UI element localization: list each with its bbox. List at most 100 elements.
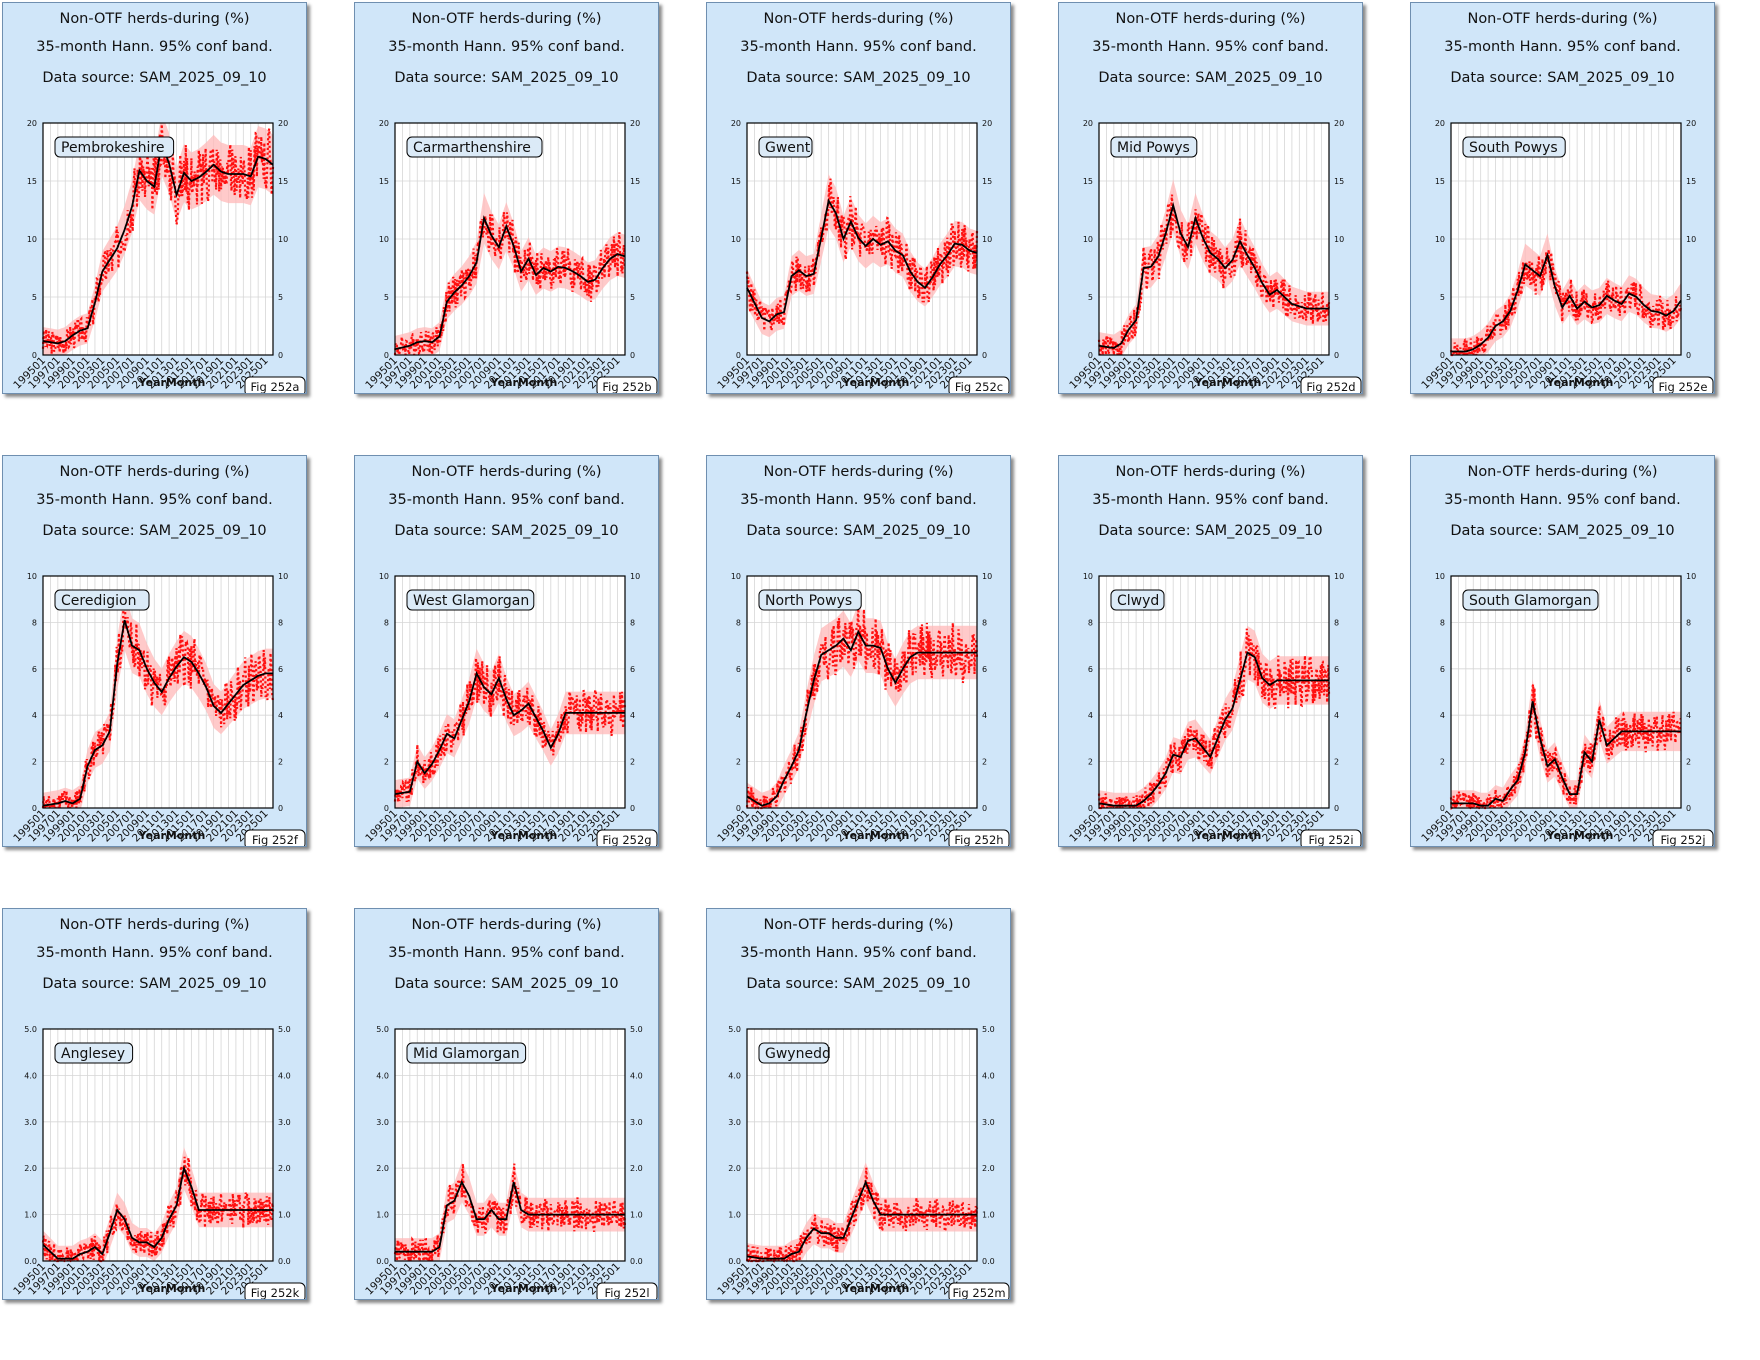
x-axis-label: YearMonth: [1194, 376, 1262, 389]
x-axis-label: YearMonth: [490, 376, 558, 389]
confidence-band: [1099, 625, 1329, 808]
y-tick-label-right: 5: [982, 293, 987, 302]
chart-title-line: 35-month Hann. 95% conf band.: [740, 492, 976, 508]
chart-title-line: 35-month Hann. 95% conf band.: [388, 492, 624, 508]
chart-svg: Non-OTF herds-during (%) 35-month Hann. 9…: [363, 464, 658, 846]
y-tick-label-left: 2: [1088, 758, 1093, 767]
y-tick-label-left: 3.0: [728, 1118, 741, 1127]
y-tick-label-right: 5.0: [630, 1025, 643, 1034]
y-tick-label-left: 0.0: [376, 1257, 389, 1266]
plot-border: [42, 122, 274, 356]
chart-panel-mid-glamorgan: Non-OTF herds-during (%) 35-month Hann. 9…: [354, 908, 659, 1300]
y-tick-label-left: 0: [32, 351, 37, 360]
y-tick-label-right: 4: [982, 711, 987, 720]
y-tick-label-right: 2.0: [982, 1164, 995, 1173]
region-label: South Glamorgan: [1469, 593, 1592, 609]
y-tick-label-left: 0.0: [728, 1257, 741, 1266]
chart-title-line: Data source: SAM_2025_09_10: [42, 523, 266, 539]
chart-title-line: Data source: SAM_2025_09_10: [746, 976, 970, 992]
x-axis-label: YearMonth: [138, 829, 206, 842]
smoothed-series: [394, 215, 626, 351]
y-tick-label-left: 4.0: [24, 1071, 37, 1080]
figure-badge: [948, 1282, 1010, 1299]
y-tick-label-right: 4.0: [278, 1071, 291, 1080]
plot-border: [394, 575, 626, 809]
x-axis-label: YearMonth: [490, 829, 558, 842]
y-tick-label-right: 20: [1686, 119, 1696, 128]
y-tick-label-left: 10: [1083, 235, 1093, 244]
chart-title-line: 35-month Hann. 95% conf band.: [36, 492, 272, 508]
smoothed-series: [42, 140, 274, 345]
y-tick-label-left: 3.0: [376, 1118, 389, 1127]
figure-number: Fig 252a: [251, 380, 300, 393]
y-tick-label-right: 6: [1686, 665, 1691, 674]
y-tick-label-left: 1.0: [24, 1211, 37, 1220]
confidence-band: [747, 1162, 977, 1261]
raw-series: [745, 178, 979, 335]
y-tick-label-right: 8: [982, 618, 987, 627]
y-tick-label-right: 15: [1334, 177, 1344, 186]
chart-panel-pembrokeshire: Non-OTF herds-during (%) 35-month Hann. 9…: [2, 2, 307, 394]
figure-badge: [1300, 376, 1362, 393]
y-tick-label-right: 20: [278, 119, 288, 128]
plot-border: [1098, 122, 1330, 356]
plot-border: [394, 1028, 626, 1262]
figure-badge: [1652, 376, 1714, 393]
chart-title-line: 35-month Hann. 95% conf band.: [1092, 39, 1328, 55]
y-tick-label-left: 10: [379, 235, 389, 244]
region-label: Mid Glamorgan: [413, 1046, 520, 1062]
y-tick-label-left: 1.0: [376, 1211, 389, 1220]
y-tick-label-right: 0: [278, 804, 283, 813]
y-tick-label-right: 2: [278, 758, 283, 767]
chart-title-line: Non-OTF herds-during (%): [1115, 464, 1305, 480]
y-tick-label-left: 0: [736, 351, 741, 360]
y-tick-label-left: 5: [1088, 293, 1093, 302]
raw-series: [393, 656, 627, 803]
y-tick-label-right: 2.0: [278, 1164, 291, 1173]
plot-border: [394, 122, 626, 356]
y-tick-label-right: 0: [630, 804, 635, 813]
chart-svg: Non-OTF herds-during (%) 35-month Hann. 9…: [11, 917, 306, 1299]
smoothed-series: [42, 619, 273, 807]
smoothed-series: [746, 1179, 977, 1260]
figure-badge: [596, 829, 658, 846]
y-tick-label-right: 0: [1334, 351, 1339, 360]
region-label: Ceredigion: [61, 593, 136, 609]
chart-title-line: Data source: SAM_2025_09_10: [394, 976, 618, 992]
y-tick-label-right: 10: [630, 572, 640, 581]
raw-series: [41, 124, 275, 354]
y-tick-label-right: 0.0: [278, 1257, 291, 1266]
y-tick-label-left: 0: [736, 804, 741, 813]
chart-title-line: 35-month Hann. 95% conf band.: [36, 945, 272, 961]
y-tick-label-right: 2.0: [630, 1164, 643, 1173]
y-tick-label-right: 15: [982, 177, 992, 186]
chart-title-line: 35-month Hann. 95% conf band.: [36, 39, 272, 55]
y-tick-label-left: 8: [384, 618, 389, 627]
y-tick-label-left: 8: [32, 618, 37, 627]
chart-svg: Non-OTF herds-during (%) 35-month Hann. 9…: [1067, 464, 1362, 846]
y-tick-label-left: 4: [32, 711, 37, 720]
figure-badge: [244, 376, 306, 393]
y-tick-label-right: 0: [1334, 804, 1339, 813]
chart-title-line: 35-month Hann. 95% conf band.: [388, 39, 624, 55]
x-axis-label: YearMonth: [138, 376, 206, 389]
x-axis-label: YearMonth: [1546, 829, 1614, 842]
plot-border: [746, 1028, 978, 1262]
y-tick-label-left: 10: [1435, 235, 1445, 244]
x-axis-label: YearMonth: [138, 1282, 206, 1295]
y-tick-label-right: 0.0: [982, 1257, 995, 1266]
y-tick-label-right: 20: [630, 119, 640, 128]
y-tick-label-right: 0: [1686, 351, 1691, 360]
y-tick-label-left: 10: [1083, 572, 1093, 581]
region-label: Gwent: [765, 140, 811, 156]
y-tick-label-right: 2: [1334, 758, 1339, 767]
y-tick-label-right: 0: [982, 351, 987, 360]
chart-title-line: Data source: SAM_2025_09_10: [746, 523, 970, 539]
chart-title-line: 35-month Hann. 95% conf band.: [1444, 39, 1680, 55]
y-tick-label-left: 0: [32, 804, 37, 813]
y-tick-label-right: 8: [1334, 618, 1339, 627]
y-tick-label-left: 2: [32, 758, 37, 767]
y-tick-label-left: 10: [27, 235, 37, 244]
chart-title-line: 35-month Hann. 95% conf band.: [1092, 492, 1328, 508]
y-tick-label-right: 10: [982, 572, 992, 581]
